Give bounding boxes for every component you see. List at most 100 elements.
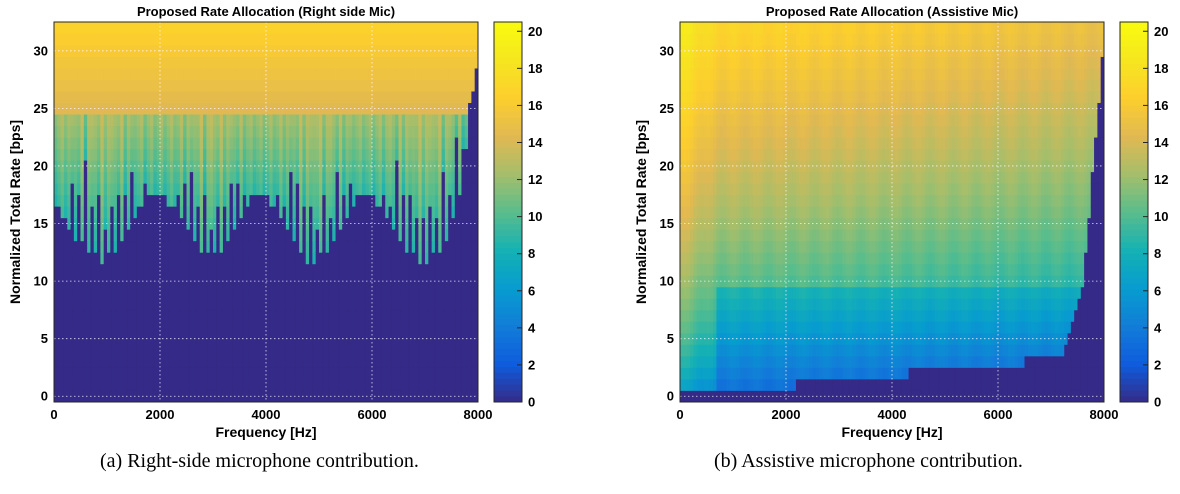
heatmap-cell [322,194,327,207]
heatmap-cell [719,22,724,34]
heatmap-cell [355,286,360,299]
heatmap-cell [709,390,714,403]
heatmap-cell [464,148,469,161]
heatmap-cell [451,171,456,184]
heatmap-cell [295,378,300,391]
heatmap-cell [706,252,711,265]
heatmap-cell [689,68,694,80]
heatmap-cell [342,286,346,299]
heatmap-cell [226,56,230,69]
heatmap-cell [395,355,399,368]
heatmap-cell [328,240,333,253]
heatmap-cell [226,252,230,265]
heatmap-cell [206,194,211,207]
heatmap-cell [408,309,413,322]
heatmap-cell [63,263,68,276]
heatmap-cell [335,22,340,34]
heatmap-cell [259,148,264,161]
heatmap-cell [203,206,207,219]
heatmap-cell [713,263,717,276]
heatmap-cell [87,183,91,196]
heatmap-cell [716,56,721,69]
heatmap-cell [249,252,254,265]
heatmap-cell [305,240,310,253]
heatmap-cell [77,91,81,104]
heatmap-cell [259,263,264,276]
heatmap-cell [186,45,191,57]
heatmap-cell [299,378,303,391]
heatmap-cell [421,263,426,276]
heatmap-cell [408,286,413,299]
heatmap-cell [368,22,373,34]
heatmap-cell [448,252,452,265]
heatmap-cell [160,91,164,104]
colorbar-swatch [494,289,522,296]
heatmap-cell [136,91,141,104]
heatmap-cell [378,240,383,253]
heatmap-cell [391,102,396,115]
heatmap-cell [256,217,260,230]
heatmap-cell [365,378,370,391]
heatmap-cell [67,22,71,34]
heatmap-cell [150,194,154,207]
heatmap-cell [736,91,741,104]
heatmap-cell [723,148,727,161]
heatmap-cell [249,321,254,334]
heatmap-cell [169,332,174,345]
heatmap-cell [199,114,204,127]
heatmap-cell [388,56,393,69]
heatmap-cell [683,22,688,34]
colorbar-swatch [494,164,522,171]
heatmap-cell [448,68,452,80]
heatmap-cell [279,321,283,334]
heatmap-cell [474,390,479,403]
heatmap-cell [262,286,267,299]
heatmap-cell [305,160,310,173]
heatmap-cell [434,79,439,92]
heatmap-cell [332,367,336,380]
heatmap-cell [385,137,389,150]
heatmap-cell [249,33,254,46]
heatmap-cell [378,102,383,115]
heatmap-cell [729,332,734,345]
heatmap-cell [285,344,290,357]
heatmap-cell [454,79,459,92]
heatmap-cell [471,321,476,334]
y-tick-label: 20 [34,158,48,173]
heatmap-cell [713,298,717,311]
heatmap-cell [156,229,161,242]
heatmap-cell [729,160,734,173]
heatmap-cell [355,217,360,230]
heatmap-cell [305,321,310,334]
heatmap-cell [143,79,148,92]
heatmap-cell [156,286,161,299]
heatmap-cell [716,298,721,311]
heatmap-cell [259,79,264,92]
heatmap-cell [266,240,270,253]
heatmap-cell [438,183,442,196]
heatmap-cell [292,148,297,161]
heatmap-cell [242,137,247,150]
heatmap-cell [166,194,171,207]
heatmap-cell [70,286,75,299]
heatmap-cell [216,309,221,322]
heatmap-cell [309,252,313,265]
heatmap-cell [246,160,250,173]
heatmap-cell [266,217,270,230]
heatmap-cell [408,56,413,69]
heatmap-cell [405,309,409,322]
heatmap-cell [451,33,456,46]
heatmap-cell [299,102,303,115]
heatmap-cell [335,102,340,115]
heatmap-cell [242,252,247,265]
heatmap-cell [338,171,343,184]
heatmap-cell [60,263,65,276]
heatmap-cell [434,148,439,161]
heatmap-cell [136,229,141,242]
heatmap-cell [381,229,386,242]
heatmap-cell [259,344,264,357]
heatmap-cell [196,240,201,253]
heatmap-cell [150,275,154,288]
heatmap-cell [464,229,469,242]
heatmap-cell [186,194,191,207]
